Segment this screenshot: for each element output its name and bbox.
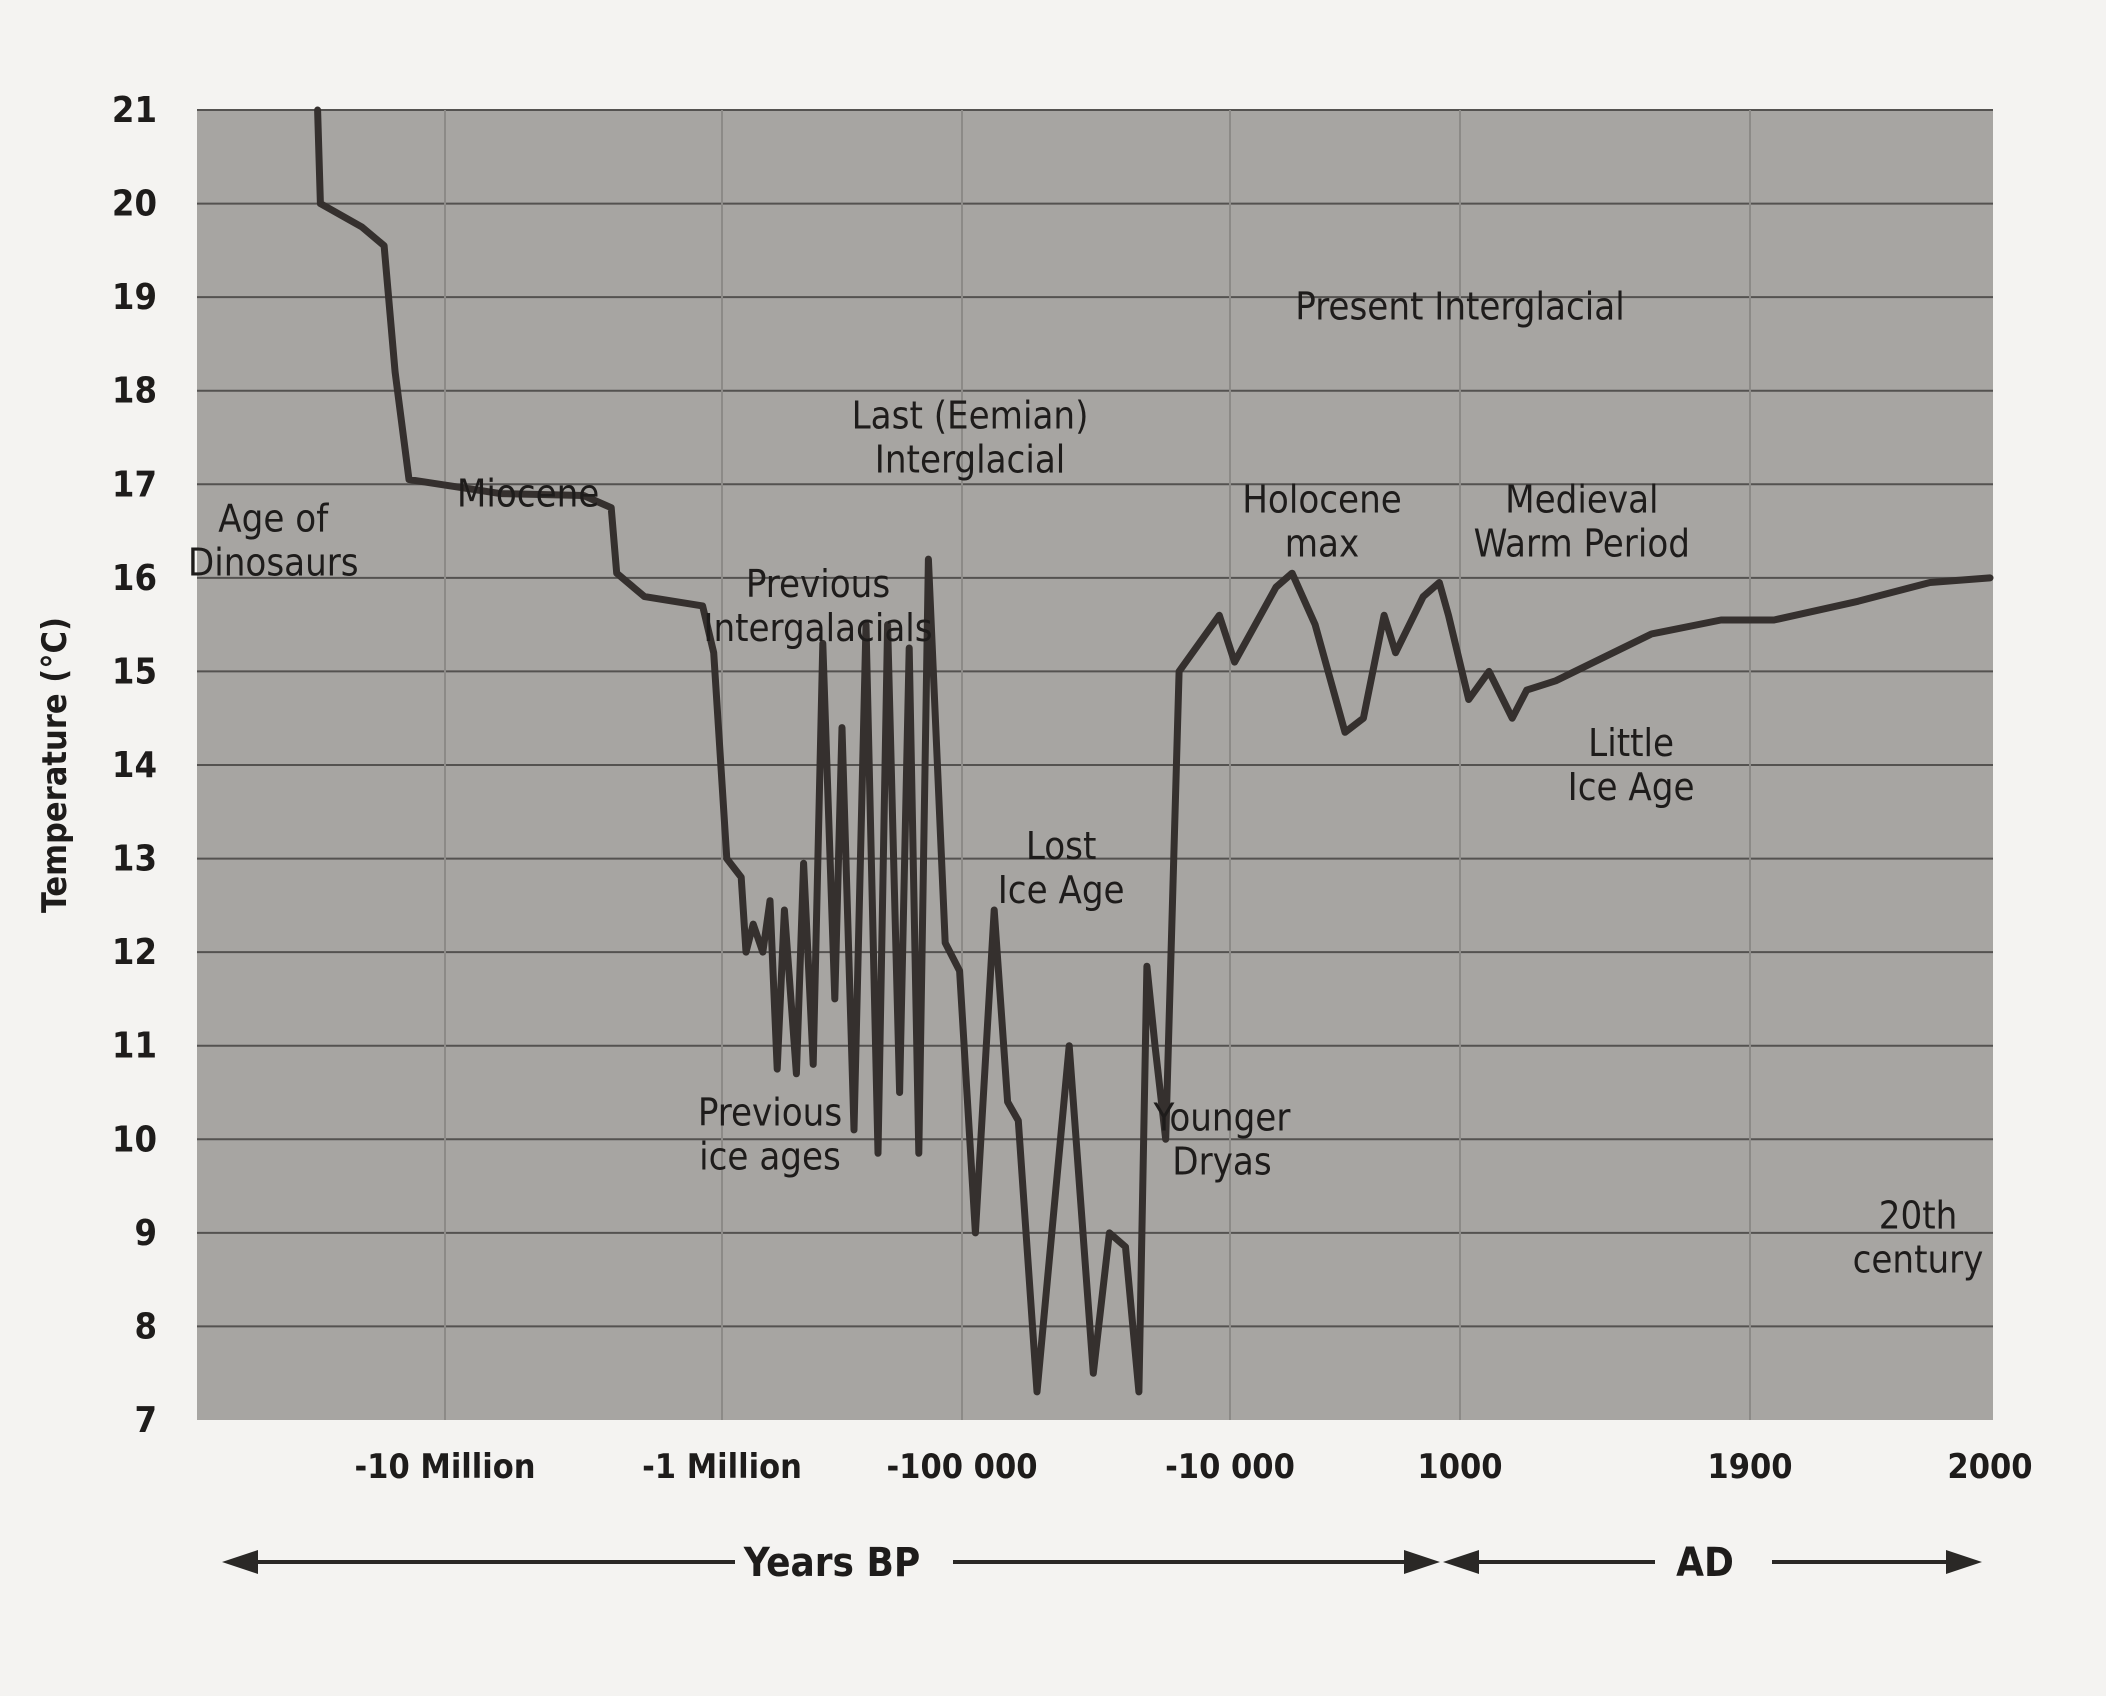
annotation-label: Little Ice Age bbox=[1568, 721, 1695, 809]
gridlines bbox=[197, 109, 1993, 1420]
x-tick-label: -1 Million bbox=[642, 1447, 802, 1487]
y-tick-label: 21 bbox=[112, 90, 157, 131]
footer-ad: AD bbox=[1676, 1540, 1734, 1586]
annotation-label: Miocene bbox=[457, 472, 599, 516]
x-tick-label: -10 Million bbox=[354, 1447, 535, 1487]
y-tick-label: 8 bbox=[134, 1306, 157, 1347]
left-arrowhead-icon bbox=[1443, 1550, 1479, 1574]
y-axis-label: Temperature (°C) bbox=[35, 617, 75, 913]
annotation-label: Last (Eemian) Interglacial bbox=[852, 394, 1089, 482]
x-tick-label: 1000 bbox=[1417, 1447, 1502, 1487]
y-tick-label: 19 bbox=[112, 277, 157, 318]
y-tick-label: 15 bbox=[112, 651, 157, 692]
y-tick-label: 20 bbox=[112, 184, 157, 225]
y-tick-label: 14 bbox=[112, 745, 157, 786]
x-tick-label: 1900 bbox=[1707, 1447, 1792, 1487]
footer-axis bbox=[222, 1550, 1982, 1574]
x-axis-ticks: -10 Million -1 Million -100 000 -10 000 1000… bbox=[354, 1447, 2032, 1487]
y-tick-label: 16 bbox=[112, 558, 157, 599]
y-tick-label: 11 bbox=[112, 1026, 157, 1067]
annotation-label: Younger Dryas bbox=[1153, 1095, 1292, 1183]
y-tick-label: 12 bbox=[112, 932, 157, 973]
left-arrowhead-icon bbox=[222, 1550, 258, 1574]
annotation-label: Holocene max bbox=[1242, 478, 1402, 566]
right-arrowhead-icon bbox=[1946, 1550, 1982, 1574]
annotation-label: Previous ice ages bbox=[698, 1091, 842, 1179]
x-tick-label: -10 000 bbox=[1165, 1447, 1295, 1487]
y-tick-label: 9 bbox=[134, 1213, 157, 1254]
x-tick-label: 2000 bbox=[1947, 1447, 2032, 1487]
x-tick-label: -100 000 bbox=[886, 1447, 1037, 1487]
annotation-label: 20th century bbox=[1853, 1194, 1984, 1282]
annotation-label: Age of Dinosaurs bbox=[188, 496, 359, 584]
footer-years-bp: Years BP bbox=[743, 1540, 921, 1586]
y-tick-label: 10 bbox=[112, 1119, 157, 1160]
temperature-series-line bbox=[314, 106, 1994, 1396]
annotation-label: Previous Intergalacials bbox=[703, 562, 932, 650]
y-axis-ticks: 21 20 19 18 17 16 15 14 13 12 11 10 9 8 7 bbox=[112, 90, 157, 1441]
y-tick-label: 18 bbox=[112, 371, 157, 412]
right-arrowhead-icon bbox=[1404, 1550, 1440, 1574]
annotation-label: Lost Ice Age bbox=[998, 824, 1125, 912]
series-layer bbox=[314, 106, 1994, 1396]
y-tick-label: 13 bbox=[112, 839, 157, 880]
y-tick-label: 7 bbox=[134, 1400, 157, 1441]
annotation-label: Medieval Warm Period bbox=[1474, 478, 1690, 566]
annotations: Age of Dinosaurs Miocene Last (Eemian) Inter… bbox=[188, 285, 1984, 1282]
annotation-label: Present Interglacial bbox=[1295, 285, 1624, 329]
y-tick-label: 17 bbox=[112, 464, 157, 505]
